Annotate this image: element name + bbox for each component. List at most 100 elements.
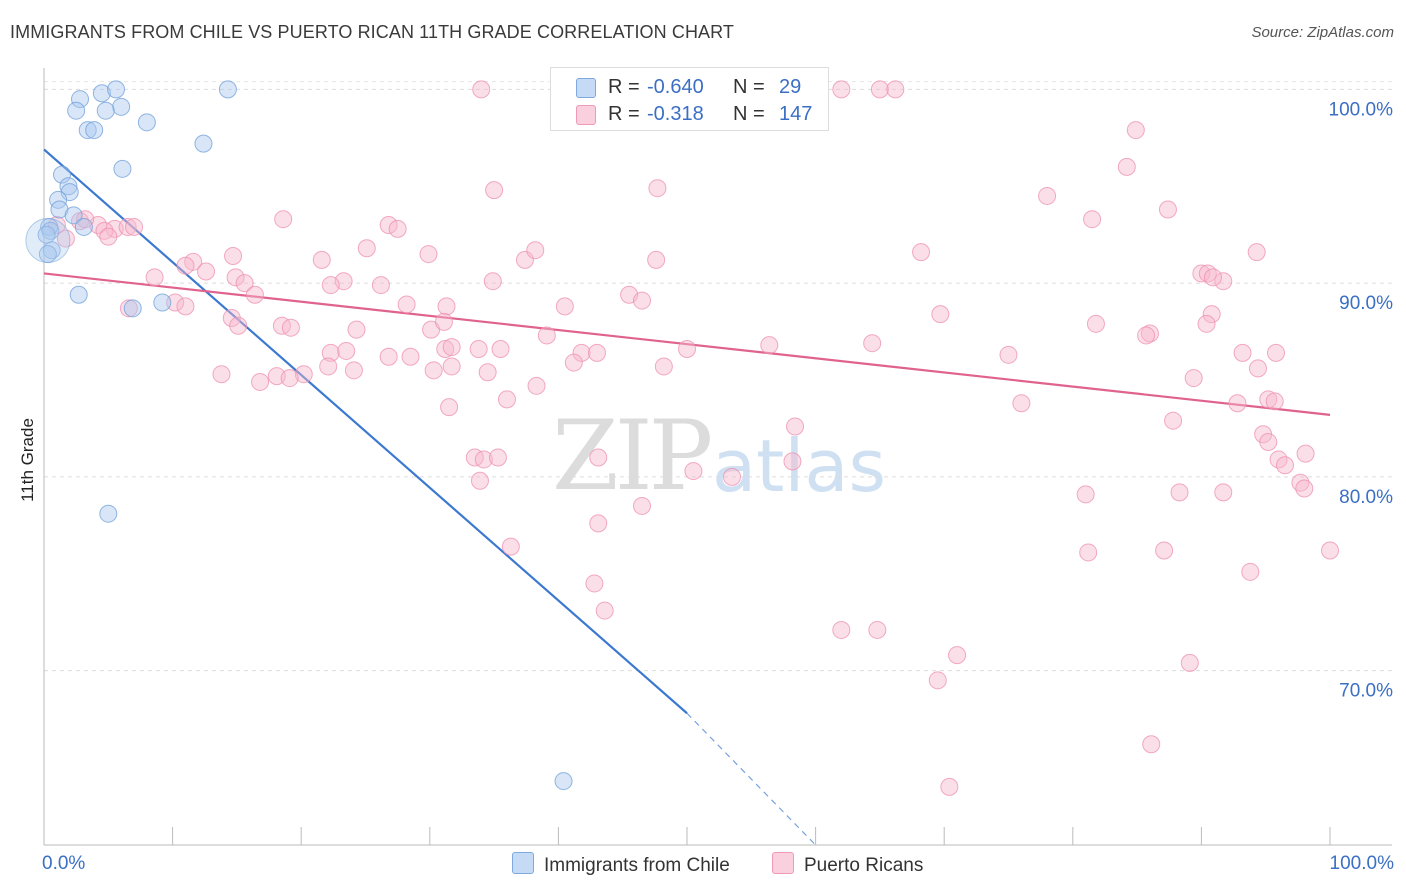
point-puerto-rican (832, 620, 851, 639)
x-tick-label: 100.0% (1330, 853, 1395, 874)
point-puerto-rican (176, 297, 195, 316)
legend-item-chile[interactable]: Immigrants from Chile (512, 852, 730, 877)
point-puerto-rican (497, 390, 516, 409)
point-puerto-rican (572, 343, 591, 362)
point-puerto-rican (1275, 456, 1294, 475)
point-puerto-rican (125, 217, 144, 236)
tick-labels: 70.0% 80.0% 90.0% 100.0% 0.0% 100.0% (42, 99, 1394, 874)
chart-title: IMMIGRANTS FROM CHILE VS PUERTO RICAN 11… (10, 22, 735, 42)
point-puerto-rican (294, 365, 313, 384)
point-puerto-rican (321, 276, 340, 295)
point-puerto-rican (555, 297, 574, 316)
point-puerto-rican (1083, 210, 1102, 229)
point-puerto-rican (1126, 121, 1145, 140)
point-chile (78, 121, 97, 140)
point-puerto-rican (483, 272, 502, 291)
y-tick-label: 70.0% (1339, 681, 1393, 702)
point-puerto-rican (1228, 394, 1247, 413)
point-puerto-rican (229, 316, 248, 335)
legend-item-puerto-rican[interactable]: Puerto Ricans (772, 852, 923, 877)
point-puerto-rican (1076, 485, 1095, 504)
point-puerto-rican (585, 574, 604, 593)
point-puerto-rican (648, 179, 667, 198)
point-puerto-rican (442, 338, 461, 357)
point-puerto-rican (1158, 200, 1177, 219)
point-chile (194, 134, 213, 153)
point-puerto-rican (1192, 264, 1211, 283)
legend-swatch-puerto-rican (772, 852, 794, 874)
point-puerto-rican (931, 305, 950, 324)
point-puerto-rican (419, 245, 438, 264)
point-puerto-rican (1142, 735, 1161, 754)
legend-label-puerto-rican: Puerto Ricans (804, 855, 924, 876)
legend-swatch-chile (576, 78, 596, 98)
point-puerto-rican (437, 297, 456, 316)
point-puerto-rican (235, 274, 254, 293)
legend-n-label: N = (733, 76, 765, 98)
legend-label-chile: Immigrants from Chile (544, 855, 730, 876)
point-puerto-rican (176, 256, 195, 275)
point-puerto-rican (654, 357, 673, 376)
point-puerto-rican (434, 312, 453, 331)
point-puerto-rican (1038, 186, 1057, 205)
point-puerto-rican (1079, 543, 1098, 562)
point-puerto-rican (379, 216, 398, 234)
point-puerto-rican (344, 361, 363, 380)
point-puerto-rican (912, 243, 931, 262)
point-puerto-rican (832, 80, 851, 99)
point-puerto-rican (424, 361, 443, 380)
point-puerto-rican (863, 334, 882, 353)
point-puerto-rican (488, 448, 507, 467)
point-puerto-rican (1203, 268, 1222, 287)
point-chile (53, 165, 72, 184)
point-puerto-rican (212, 365, 231, 384)
point-puerto-rican (723, 467, 742, 486)
point-puerto-rican (760, 336, 779, 355)
point-puerto-rican (1202, 305, 1221, 324)
legend-n-label: N = (733, 103, 765, 125)
point-puerto-rican (928, 671, 947, 690)
point-puerto-rican (678, 340, 696, 358)
point-chile (218, 80, 237, 99)
point-puerto-rican (786, 417, 805, 436)
point-puerto-rican (587, 343, 606, 362)
trend-extension-chile (686, 712, 817, 846)
point-chile (107, 80, 126, 99)
legend-r-value: -0.640 (647, 76, 704, 98)
point-puerto-rican (371, 276, 390, 295)
point-puerto-rican (1155, 541, 1174, 560)
trend-lines (43, 148, 1331, 846)
point-chile (554, 772, 573, 791)
axes (43, 68, 1392, 846)
point-puerto-rican (886, 80, 905, 99)
point-puerto-rican (76, 210, 95, 229)
point-puerto-rican (440, 398, 459, 417)
watermark-zip: ZIP (552, 400, 713, 512)
source-label: Source: ZipAtlas.com (1251, 24, 1394, 41)
point-chile (96, 101, 115, 120)
point-puerto-rican (564, 353, 583, 372)
point-chile (99, 504, 118, 523)
point-puerto-rican (485, 181, 504, 200)
point-puerto-rican (166, 293, 185, 312)
point-chile-cluster (25, 218, 71, 263)
legend-r-value: -0.318 (647, 103, 704, 125)
point-chile (67, 101, 86, 120)
point-chile (112, 97, 131, 116)
legend-swatch-puerto-rican (576, 105, 596, 125)
legend-n-value: 29 (779, 76, 802, 98)
point-puerto-rican (436, 340, 455, 358)
point-puerto-rican (1296, 444, 1315, 463)
point-puerto-rican (319, 357, 338, 376)
point-chile (153, 293, 172, 312)
point-puerto-rican (999, 345, 1018, 364)
point-chile (69, 285, 88, 304)
point-puerto-rican (469, 340, 488, 358)
point-puerto-rican (251, 372, 270, 391)
point-chile (71, 90, 90, 109)
trend-line-chile (43, 148, 688, 715)
point-puerto-rican (272, 316, 291, 335)
point-puerto-rican (145, 268, 164, 287)
point-puerto-rican (526, 241, 545, 260)
point-puerto-rican (119, 299, 138, 318)
